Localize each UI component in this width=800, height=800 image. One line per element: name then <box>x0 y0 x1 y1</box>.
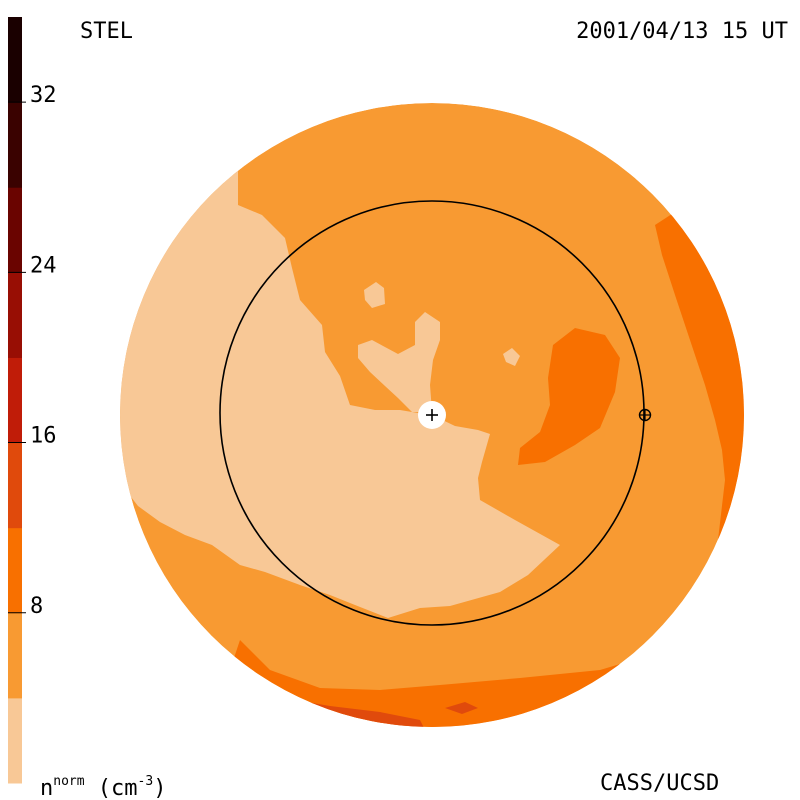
earth-orbit-circle <box>219 200 645 626</box>
low-density-island-east <box>503 348 520 366</box>
low-density-island-north <box>364 282 385 308</box>
colorbar-level-0 <box>8 697 22 784</box>
low-density-region-west <box>120 150 560 618</box>
colorbar-level-6 <box>8 187 22 273</box>
colorbar-tick-label-16: 16 <box>30 424 57 449</box>
colorbar-level-3 <box>8 442 22 529</box>
colorbar-level-2 <box>8 527 22 614</box>
unit-base: n <box>40 776 54 800</box>
peak-density-spot-south <box>445 702 478 714</box>
peak-density-streak-south <box>295 700 425 727</box>
source-label: STEL <box>80 19 133 44</box>
colorbar: 8 16 24 32 <box>8 17 57 784</box>
datetime-label: 2001/04/13 15 UT <box>576 19 788 44</box>
colorbar-tick-label-24: 24 <box>30 253 57 278</box>
colorbar-level-5 <box>8 272 22 358</box>
unit-close: ) <box>153 776 167 800</box>
unit-exponent: -3 <box>137 774 154 789</box>
colorbar-unit-label: nnorm (cm-3) <box>40 770 166 800</box>
colorbar-level-8 <box>8 17 22 103</box>
credit-label: CASS/UCSD <box>600 771 720 796</box>
colorbar-level-4 <box>8 357 22 444</box>
colorbar-level-7 <box>8 102 22 188</box>
earth-marker <box>638 408 652 422</box>
colorbar-tick-label-32: 32 <box>30 83 57 108</box>
colorbar-level-1 <box>8 612 22 699</box>
unit-superscript: norm <box>53 774 85 789</box>
colorbar-tick-label-8: 8 <box>30 594 43 619</box>
high-density-blob-east <box>518 328 620 465</box>
sun-marker <box>418 401 446 429</box>
low-density-region-central <box>358 312 440 412</box>
unit-rest: (cm <box>84 776 138 800</box>
